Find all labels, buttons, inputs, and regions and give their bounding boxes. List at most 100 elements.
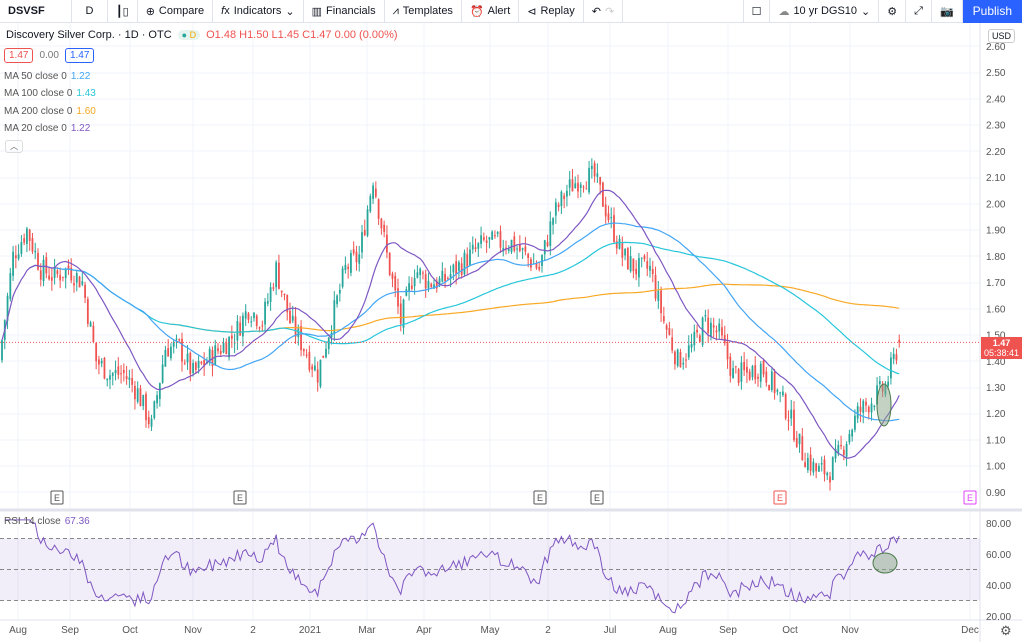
candle-body <box>795 438 798 447</box>
compare-button[interactable]: ⊕ Compare <box>138 0 214 23</box>
candle-body <box>662 316 665 322</box>
candle-body <box>740 362 743 382</box>
undo-button[interactable]: ↶ ↷ <box>584 0 624 23</box>
earnings-marker-label: E <box>537 493 543 503</box>
candle-body <box>469 249 471 266</box>
candle-type-icon[interactable]: ┃▯ <box>108 0 138 23</box>
candle-body <box>646 261 649 269</box>
rsi-tick: 60.00 <box>986 550 1011 561</box>
indicator-label: MA 100 close 0 <box>4 88 73 99</box>
candle-body <box>812 461 815 473</box>
candle-body <box>28 229 31 241</box>
interval-button[interactable]: D <box>72 0 108 23</box>
indicator-value: 67.36 <box>64 516 90 527</box>
candle-body <box>444 273 446 282</box>
candle-body <box>111 373 114 376</box>
time-tick: 2 <box>545 625 551 636</box>
publish-button[interactable]: Publish <box>962 0 1022 23</box>
candle-body <box>286 294 289 313</box>
candle-body <box>676 349 679 366</box>
change-value: 0.00 (0.00%) <box>334 29 398 41</box>
camera-icon[interactable]: 📷 <box>932 0 963 23</box>
collapse-legend-button[interactable]: ︿ <box>5 140 23 153</box>
buy-price-button[interactable]: 1.47 <box>64 48 95 63</box>
candle-body <box>422 272 424 274</box>
symbol-search[interactable]: DSVSF <box>0 0 72 23</box>
indicator-rsi[interactable]: RSI 14 close 67.36 <box>4 516 90 527</box>
candle-body <box>39 270 42 280</box>
candle-body <box>170 346 172 359</box>
layout-button[interactable]: ☐ <box>742 0 771 23</box>
alert-button[interactable]: ⏰ Alert <box>462 0 520 23</box>
candle-body <box>596 173 599 177</box>
candle-body <box>837 444 840 453</box>
price-tick: 2.50 <box>986 68 1006 79</box>
earnings-marker <box>963 490 977 505</box>
candle-body <box>826 472 829 476</box>
candle-body <box>746 366 748 373</box>
indicator-label: MA 200 close 0 <box>4 106 73 117</box>
candle-body <box>424 274 427 289</box>
price-tick: 1.80 <box>986 252 1006 263</box>
indicators-label: Indicators <box>233 5 282 17</box>
candle-body <box>607 213 610 221</box>
fx-icon: fx <box>221 5 230 17</box>
price-chart[interactable]: 2.60 2.50 2.40 2.30 2.20 2.10 2.00 1.90 1.80 1.70… <box>0 23 1022 642</box>
candle-body <box>78 276 81 288</box>
candle-body <box>405 289 408 296</box>
bid-ask: 1.47 0.00 1.47 <box>4 48 95 63</box>
currency-select[interactable]: USD <box>988 29 1016 43</box>
candle-body <box>266 301 269 304</box>
top-toolbar: DSVSF D ┃▯ ⊕ Compare fx Indicators ⌄ ▥ Finan… <box>0 0 1022 23</box>
last-price: 1.47 <box>992 338 1011 348</box>
candle-body <box>787 420 790 422</box>
candle-body <box>92 325 95 343</box>
fullscreen-icon[interactable]: ⤢ <box>906 0 932 23</box>
candle-body <box>114 370 117 374</box>
candle-body <box>585 188 588 190</box>
candle-body <box>139 388 142 407</box>
price-tick: 2.10 <box>986 173 1006 184</box>
candle-body <box>831 457 834 480</box>
candle-body <box>773 372 776 393</box>
sell-price-button[interactable]: 1.47 <box>4 48 34 63</box>
candle-body <box>98 359 100 365</box>
candle-body <box>743 361 746 371</box>
indicator-ma200[interactable]: MA 200 close 0 1.60 <box>4 106 96 117</box>
candle-body <box>499 231 502 248</box>
candle-body <box>120 373 122 375</box>
indicators-button[interactable]: fx Indicators ⌄ <box>213 0 304 23</box>
candle-body <box>278 262 280 289</box>
candle-body <box>510 239 513 252</box>
compare-symbol-select[interactable]: ☁ 10 yr DGS10 ⌄ <box>770 0 880 23</box>
earnings-marker <box>50 490 64 505</box>
earnings-marker <box>590 490 604 505</box>
candle-body <box>386 234 388 253</box>
candle-body <box>62 276 64 278</box>
redo-button[interactable]: ↷ <box>604 5 615 18</box>
candle-body <box>613 215 615 242</box>
candle-body <box>73 283 75 286</box>
candle-body <box>325 348 327 358</box>
candle-body <box>208 348 211 364</box>
candle-body <box>496 232 499 234</box>
indicator-ma50[interactable]: MA 50 close 0 1.22 <box>4 71 90 82</box>
indicator-ma20[interactable]: MA 20 close 0 1.22 <box>4 123 90 134</box>
candle-body <box>172 342 175 347</box>
templates-button[interactable]: ⩘ Templates <box>385 0 462 23</box>
low-value: L1.45 <box>271 29 300 41</box>
settings-gear-icon[interactable]: ⚙ <box>879 0 907 23</box>
settings-gear-icon[interactable]: ⚙ <box>1000 623 1012 638</box>
candle-body <box>878 380 881 385</box>
candle-body <box>757 376 759 379</box>
time-tick: Aug <box>9 625 27 636</box>
candle-body <box>455 261 458 275</box>
candle-body <box>355 251 358 263</box>
indicator-ma100[interactable]: MA 100 close 0 1.43 <box>4 88 96 99</box>
ma200-line <box>168 283 900 333</box>
candle-body <box>491 231 494 240</box>
financials-button[interactable]: ▥ Financials <box>304 0 385 23</box>
replay-button[interactable]: ⊲ Replay <box>519 0 584 23</box>
candle-body <box>106 378 109 381</box>
candle-body <box>610 217 613 219</box>
